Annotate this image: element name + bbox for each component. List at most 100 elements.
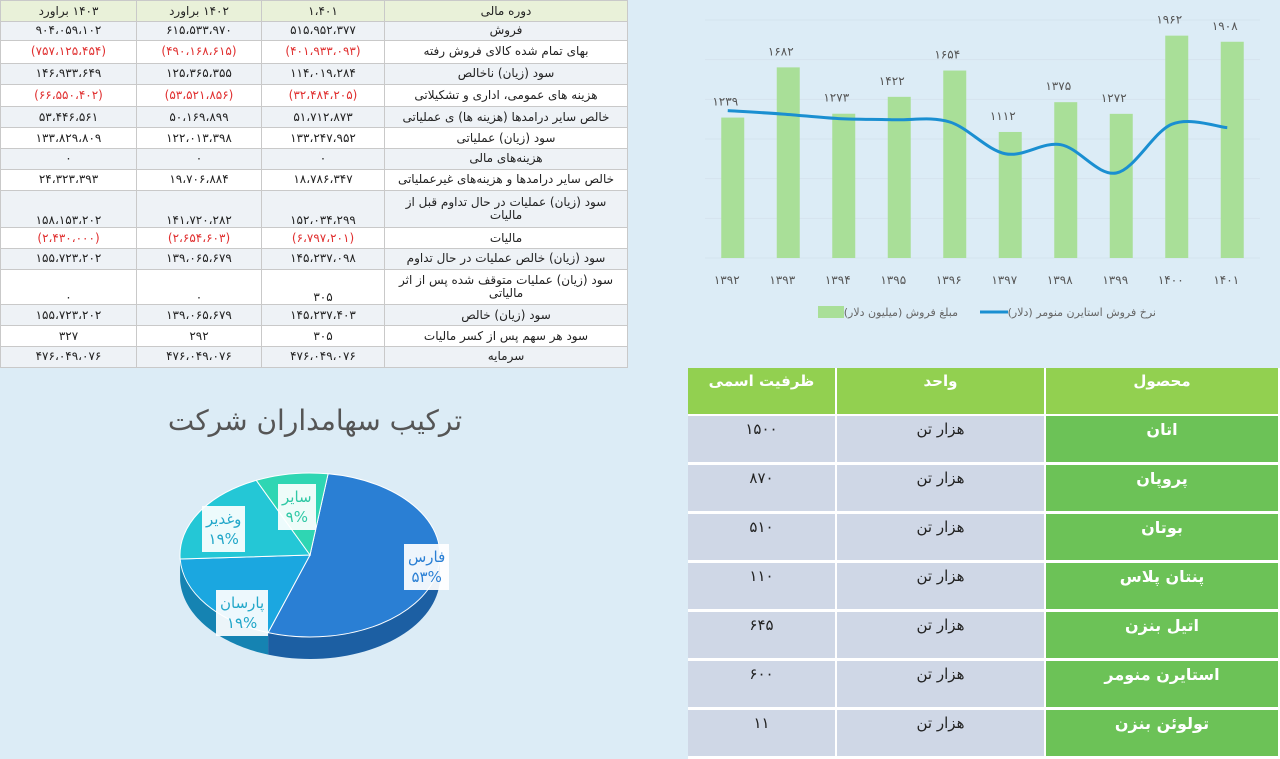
- bar-1397: [999, 132, 1022, 258]
- cell-value-v1402: ۶۱۵،۵۳۳،۹۷۰: [137, 22, 262, 41]
- line-series-styrene: [728, 111, 1228, 174]
- row-label: هزینه‌های مالی: [385, 149, 628, 170]
- product-unit: هزار تن: [837, 514, 1046, 563]
- cell-value-v1403: ۰: [1, 269, 137, 304]
- cell-value-v1403: (۲،۴۳۰،۰۰۰): [1, 228, 137, 249]
- financial-table-header: دوره مالی ۱،۴۰۱ ۱۴۰۲ براورد ۱۴۰۳ براورد: [1, 1, 628, 22]
- cell-value-v1401: ۳۰۵: [262, 326, 385, 347]
- row-label: سود (زیان) عملیات متوقف شده پس از اثر ما…: [385, 269, 628, 304]
- cell-value-v1403: ۴۷۶،۰۴۹،۰۷۶: [1, 346, 137, 367]
- cell-value-v1401: ۱۴۵،۲۳۷،۰۹۸: [262, 249, 385, 270]
- cell-value-v1402: (۲،۶۵۴،۶۰۳): [137, 228, 262, 249]
- product-cap: ۱۱۰: [688, 563, 837, 612]
- product-name: بوتان: [1046, 514, 1280, 563]
- legend-swatch-bar: [818, 306, 844, 318]
- bar-label: ۱۴۲۲: [879, 74, 905, 88]
- cell-value-v1402: (۵۳،۵۲۱،۸۵۶): [137, 84, 262, 107]
- cell-value-v1401: ۴۷۶،۰۴۹،۰۷۶: [262, 346, 385, 367]
- x-tick-label: ۱۳۹۵: [880, 273, 906, 287]
- cell-value-v1403: ۳۲۷: [1, 326, 137, 347]
- cell-value-v1401: ۰: [262, 149, 385, 170]
- pie-label-value: ۹%: [282, 507, 312, 527]
- table-row: سود (زیان) عملیات متوقف شده پس از اثر ما…: [1, 269, 628, 304]
- pie-label-name: پارسان: [220, 593, 264, 613]
- cell-value-v1403: ۰: [1, 149, 137, 170]
- x-tick-label: ۱۳۹۹: [1102, 273, 1128, 287]
- cell-value-v1403: ۲۴،۳۲۳،۳۹۳: [1, 169, 137, 190]
- cell-value-v1403: ۱۵۸،۱۵۳،۲۰۲: [1, 190, 137, 228]
- cell-value-v1401: ۱۴۵،۲۳۷،۴۰۳: [262, 305, 385, 326]
- cell-value-v1401: (۳۲،۴۸۴،۲۰۵): [262, 84, 385, 107]
- row-label: فروش: [385, 22, 628, 41]
- col-header-1403: ۱۴۰۳ براورد: [1, 1, 137, 22]
- col-header-capacity: ظرفیت اسمی: [688, 368, 837, 416]
- col-header-period: دوره مالی: [385, 1, 628, 22]
- product-name: اتیل بنزن: [1046, 612, 1280, 661]
- cell-value-v1401: ۱۳۳،۲۴۷،۹۵۲: [262, 128, 385, 149]
- cell-value-v1402: ۲۹۲: [137, 326, 262, 347]
- row-label: خالص سایر درامدها (هزینه ها) ی عملیاتی: [385, 107, 628, 128]
- cell-value-v1403: ۱۵۵،۷۲۳،۲۰۲: [1, 249, 137, 270]
- product-unit: هزار تن: [837, 612, 1046, 661]
- row-label: سود (زیان) خالص عملیات در حال تداوم: [385, 249, 628, 270]
- x-tick-label: ۱۳۹۸: [1047, 273, 1073, 287]
- cell-value-v1402: ۴۷۶،۰۴۹،۰۷۶: [137, 346, 262, 367]
- cell-value-v1402: ۵۰،۱۶۹،۸۹۹: [137, 107, 262, 128]
- table-row: بهای تمام شده کالای فروش رفته(۴۰۱،۹۳۳،۰۹…: [1, 40, 628, 63]
- x-tick-label: ۱۳۹۷: [991, 273, 1017, 287]
- row-label: سود (زیان) خالص: [385, 305, 628, 326]
- row-label: سود (زیان) ناخالص: [385, 63, 628, 84]
- col-header-unit: واحد: [837, 368, 1046, 416]
- bar-1398: [1054, 102, 1077, 258]
- row-label: سود (زیان) عملیاتی: [385, 128, 628, 149]
- pie-label-value: ۱۹%: [220, 613, 264, 633]
- bar-label: ۱۲۷۲: [1101, 91, 1127, 105]
- row-label: سود (زیان) عملیات در حال تداوم قبل از ما…: [385, 190, 628, 228]
- cell-value-v1401: (۶،۷۹۷،۲۰۱): [262, 228, 385, 249]
- row-label: بهای تمام شده کالای فروش رفته: [385, 40, 628, 63]
- bar-label: ۱۲۷۳: [823, 91, 849, 105]
- product-cap: ۶۰۰: [688, 661, 837, 710]
- x-tick-label: ۱۳۹۶: [936, 273, 962, 287]
- cell-value-v1401: ۳۰۵: [262, 269, 385, 304]
- row-label: سود هر سهم پس از کسر مالیات: [385, 326, 628, 347]
- x-tick-label: ۱۴۰۱: [1213, 273, 1239, 287]
- row-label: خالص سایر درامدها و هزینه‌های غیرعملیاتی: [385, 169, 628, 190]
- pie-label-value: ۵۳%: [408, 567, 445, 587]
- bar-1401: [1221, 42, 1244, 258]
- table-row: خالص سایر درامدها و هزینه‌های غیرعملیاتی…: [1, 169, 628, 190]
- cell-value-v1402: ۱۳۹،۰۶۵،۶۷۹: [137, 249, 262, 270]
- cell-value-v1401: ۱۱۴،۰۱۹،۲۸۴: [262, 63, 385, 84]
- cell-value-v1403: (۷۵۷،۱۲۵،۴۵۴): [1, 40, 137, 63]
- bar-label: ۱۹۰۸: [1212, 19, 1238, 33]
- legend-label-line: نرخ فروش استایرن منومر (دلار): [1008, 306, 1156, 319]
- bar-1394: [832, 114, 855, 258]
- col-header-product: محصول: [1046, 368, 1280, 416]
- product-unit: هزار تن: [837, 465, 1046, 514]
- x-tick-label: ۱۳۹۲: [714, 273, 740, 287]
- row-label: مالیات: [385, 228, 628, 249]
- product-unit: هزار تن: [837, 661, 1046, 710]
- cell-value-v1403: ۱۴۶،۹۳۳،۶۴۹: [1, 63, 137, 84]
- table-row: هزینه های عمومی، اداری و تشکیلاتی(۳۲،۴۸۴…: [1, 84, 628, 107]
- product-cap: ۱۱: [688, 710, 837, 759]
- row-label: هزینه های عمومی، اداری و تشکیلاتی: [385, 84, 628, 107]
- cell-value-v1401: (۴۰۱،۹۳۳،۰۹۳): [262, 40, 385, 63]
- table-row: سود (زیان) عملیات در حال تداوم قبل از ما…: [1, 190, 628, 228]
